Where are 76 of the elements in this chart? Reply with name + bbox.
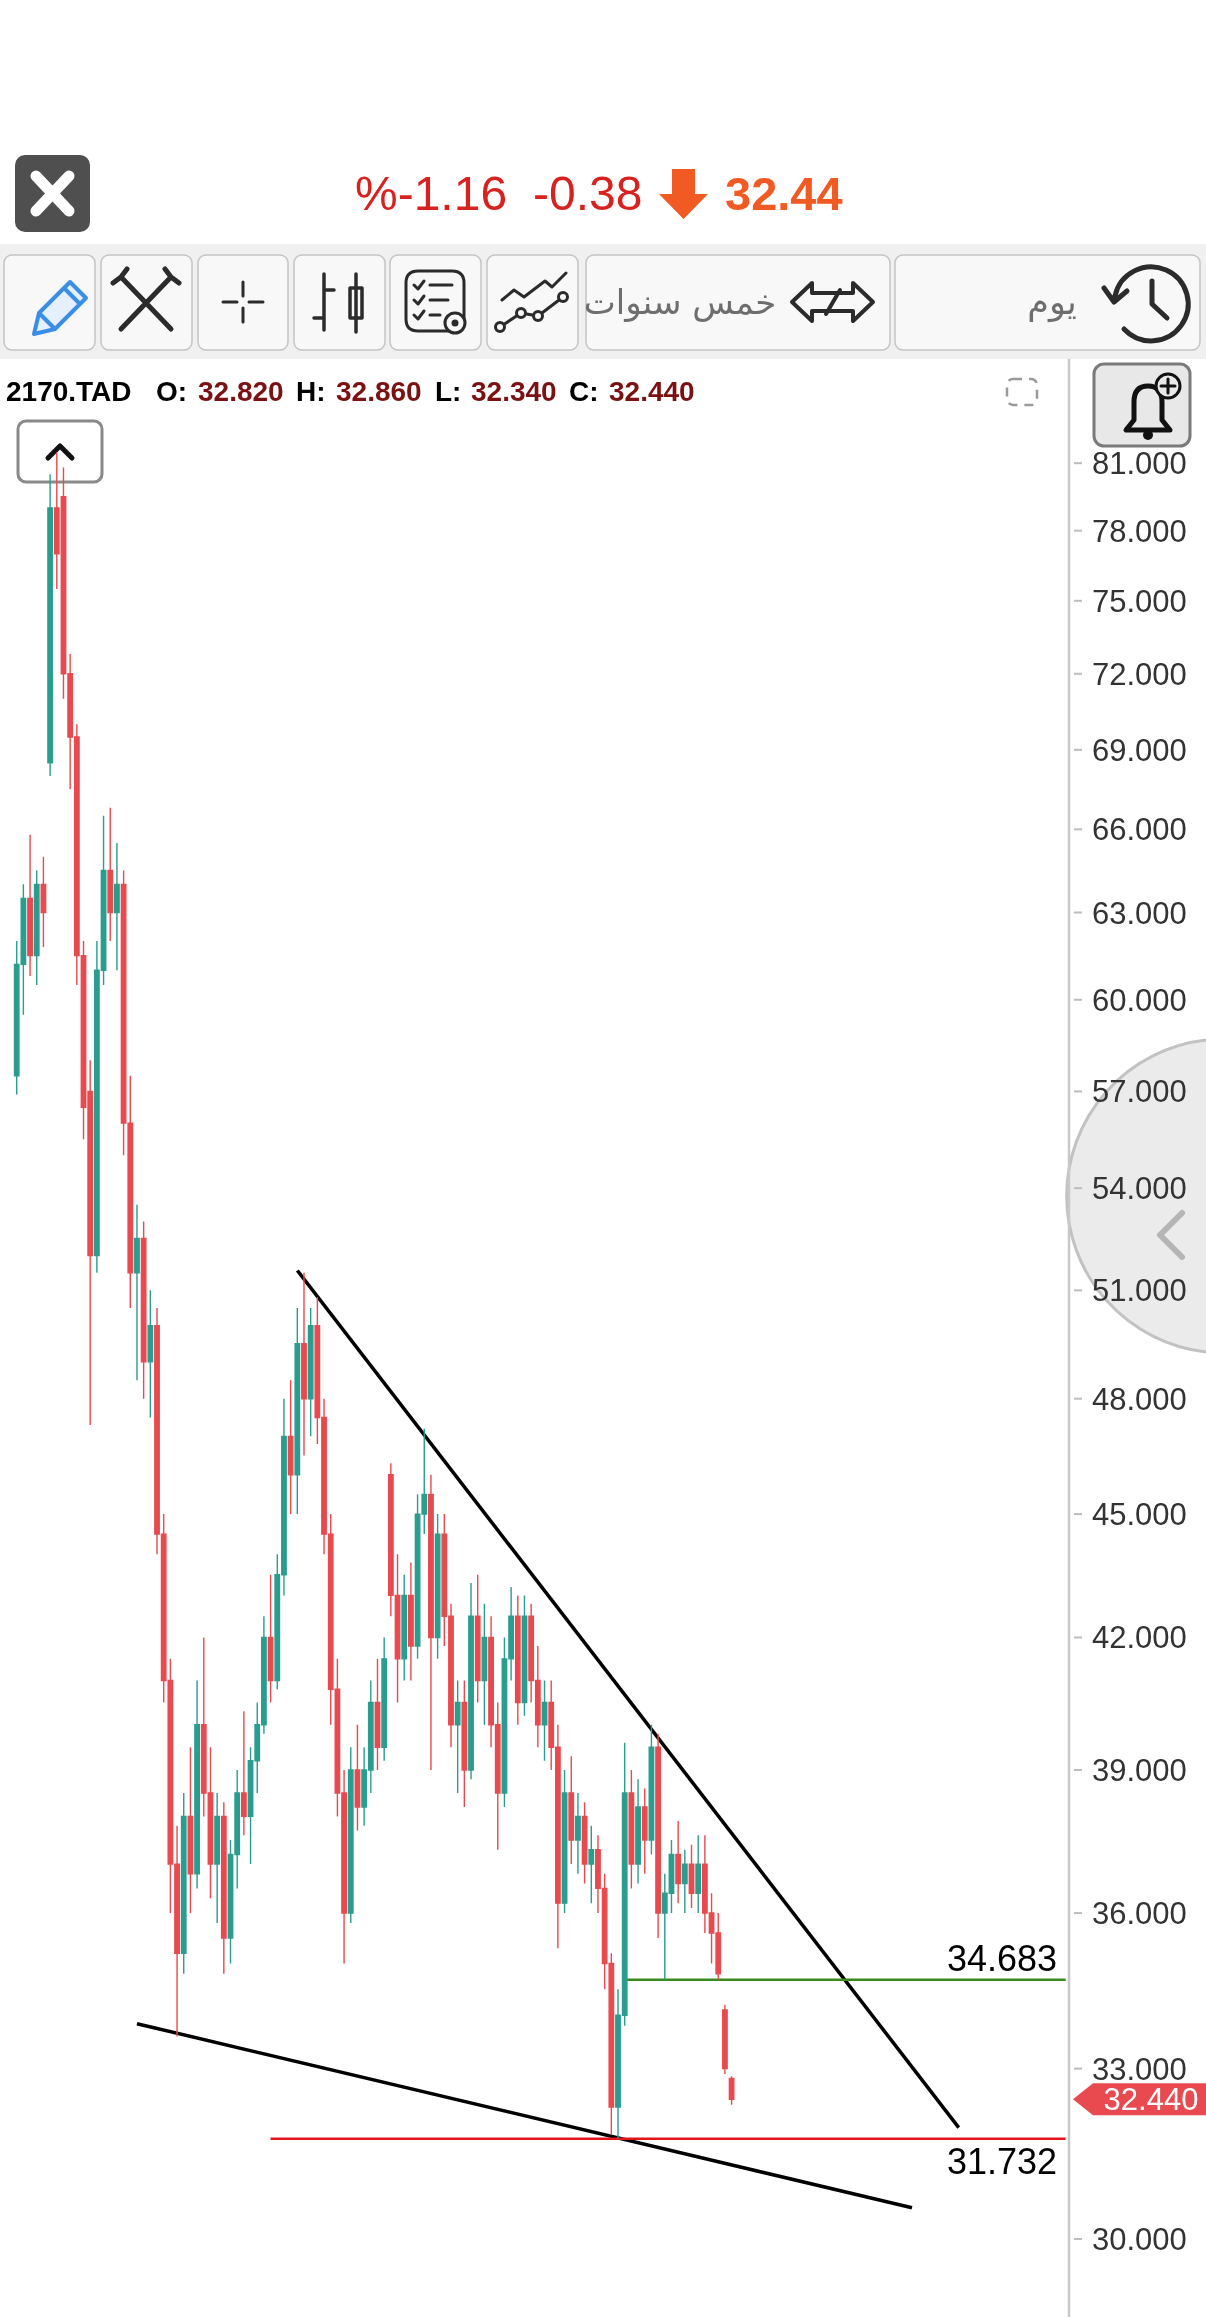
y-tick-label: 39.000: [1092, 1752, 1187, 1788]
y-tick-label: 72.000: [1092, 656, 1187, 692]
candlestick: [434, 1513, 441, 1660]
candlestick: [307, 1307, 314, 1438]
y-tick-label: 42.000: [1092, 1620, 1187, 1656]
candlestick: [722, 2004, 728, 2075]
candlestick: [635, 1778, 641, 1885]
y-tick-label: 66.000: [1092, 812, 1187, 848]
annotation: C:: [569, 376, 599, 407]
candlestick: [214, 1792, 221, 1924]
candlestick: [675, 1820, 682, 1904]
candlestick: [641, 1787, 648, 1875]
annotation: H:: [296, 376, 326, 407]
candlestick: [147, 1289, 154, 1419]
annotation: 32.860: [336, 376, 422, 407]
candlestick: [107, 807, 114, 942]
text: خمس سنوات: [583, 282, 777, 323]
text: 32.44: [725, 167, 843, 220]
candlestick: [381, 1636, 388, 1762]
text: %-1.16: [355, 167, 508, 220]
y-tick-label: 75.000: [1092, 583, 1187, 619]
candlestick: [581, 1801, 588, 1885]
candlestick: [287, 1379, 294, 1515]
y-tick-label: 54.000: [1092, 1171, 1187, 1207]
candlestick: [681, 1848, 688, 1914]
candlestick: [628, 1769, 635, 1890]
annotation: 32.440: [609, 376, 695, 407]
y-tick-label: 69.000: [1092, 732, 1187, 768]
candlestick: [474, 1574, 481, 1704]
candlestick: [568, 1755, 575, 1865]
candlestick: [514, 1594, 521, 1726]
candlestick: [347, 1746, 354, 1924]
candlestick: [655, 1732, 662, 1939]
candlestick: [401, 1574, 408, 1682]
candlestick: [454, 1679, 461, 1794]
candlestick: [180, 1792, 187, 1975]
annotation: L:: [435, 376, 462, 407]
candlestick: [240, 1710, 247, 1837]
text: -0.38: [533, 167, 643, 220]
candlestick: [220, 1801, 227, 1975]
candlestick: [461, 1679, 468, 1808]
y-tick-label: 45.000: [1092, 1497, 1187, 1533]
y-tick-label: 63.000: [1092, 895, 1187, 931]
series-label: 34.683: [946, 1937, 1057, 1979]
candlestick: [407, 1561, 414, 1682]
candlestick: [47, 473, 54, 777]
y-tick-label: 78.000: [1092, 513, 1187, 549]
series-label: 31.732: [946, 2140, 1057, 2182]
candlestick: [33, 869, 40, 986]
y-tick-label: 51.000: [1092, 1273, 1187, 1309]
y-tick-label: 30.000: [1092, 2222, 1187, 2258]
candlestick: [194, 1679, 200, 1890]
y-tick-label: 57.000: [1092, 1074, 1187, 1110]
text: يوم: [1027, 282, 1077, 323]
y-tick-label: 36.000: [1092, 1896, 1187, 1932]
text: 2170.TAD: [6, 376, 132, 407]
candlestick: [27, 834, 33, 977]
candlestick: [588, 1825, 595, 1904]
annotation: 32.820: [198, 376, 284, 407]
candlestick: [134, 1204, 140, 1381]
y-tick-label: 60.000: [1092, 982, 1187, 1018]
candlestick: [695, 1834, 702, 1914]
candlestick: [428, 1474, 434, 1771]
candlestick: [301, 1272, 307, 1457]
y-tick-label: 48.000: [1092, 1381, 1187, 1417]
candlestick: [294, 1307, 301, 1515]
candlestick: [728, 2075, 735, 2106]
candlestick: [481, 1603, 488, 1726]
candlestick: [468, 1582, 474, 1780]
annotation: O:: [156, 376, 188, 407]
y-tick-label: 81.000: [1092, 446, 1187, 482]
annotation: 32.340: [471, 376, 557, 407]
candlestick: [114, 842, 120, 971]
candlestick: [140, 1220, 147, 1400]
candlestick: [575, 1792, 581, 1875]
candlestick: [541, 1679, 548, 1762]
